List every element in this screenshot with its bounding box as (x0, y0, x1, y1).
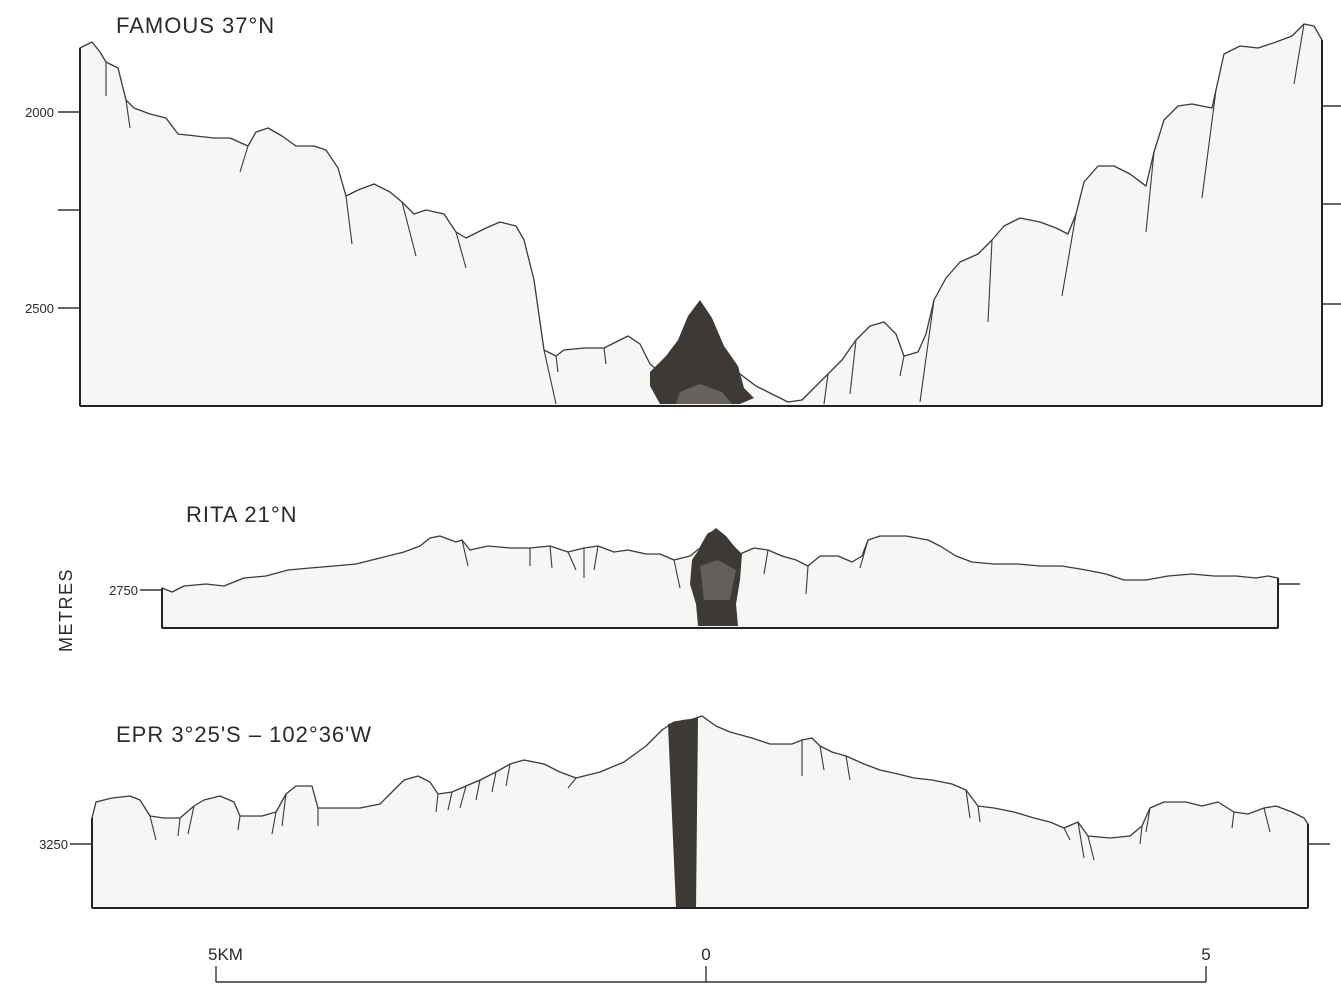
epr-fault-scarps (149, 740, 1271, 861)
rita-profile-panel: RITA 21°N 2750 (109, 502, 1300, 629)
famous-depth-label-2000: 2000 (25, 105, 54, 120)
epr-profile-outline (91, 715, 1309, 909)
rita-fault-scarps (461, 539, 869, 595)
epr-axial-summit (668, 718, 698, 908)
y-axis-label: METRES (56, 568, 76, 652)
rita-depth-label-2750: 2750 (109, 583, 138, 598)
famous-fault-scarps (105, 23, 1305, 405)
rita-axial-volcano (690, 528, 742, 626)
scale-bar-center-label: 0 (701, 945, 710, 964)
famous-profile-panel: FAMOUS 37°N (25, 13, 1341, 407)
scale-bar-left-label: 5KM (208, 945, 243, 964)
scale-bar-right-label: 5 (1201, 945, 1210, 964)
famous-depth-label-2500: 2500 (25, 301, 54, 316)
epr-depth-label-3250: 3250 (39, 837, 68, 852)
distance-scale-bar: 5KM 0 5 (208, 945, 1211, 983)
epr-profile-title: EPR 3°25'S – 102°36'W (116, 722, 372, 747)
famous-axial-volcano (650, 300, 754, 404)
famous-profile-title: FAMOUS 37°N (116, 13, 275, 38)
rita-profile-title: RITA 21°N (186, 502, 298, 527)
epr-profile-panel: EPR 3°25'S – 102°36'W (39, 715, 1330, 909)
